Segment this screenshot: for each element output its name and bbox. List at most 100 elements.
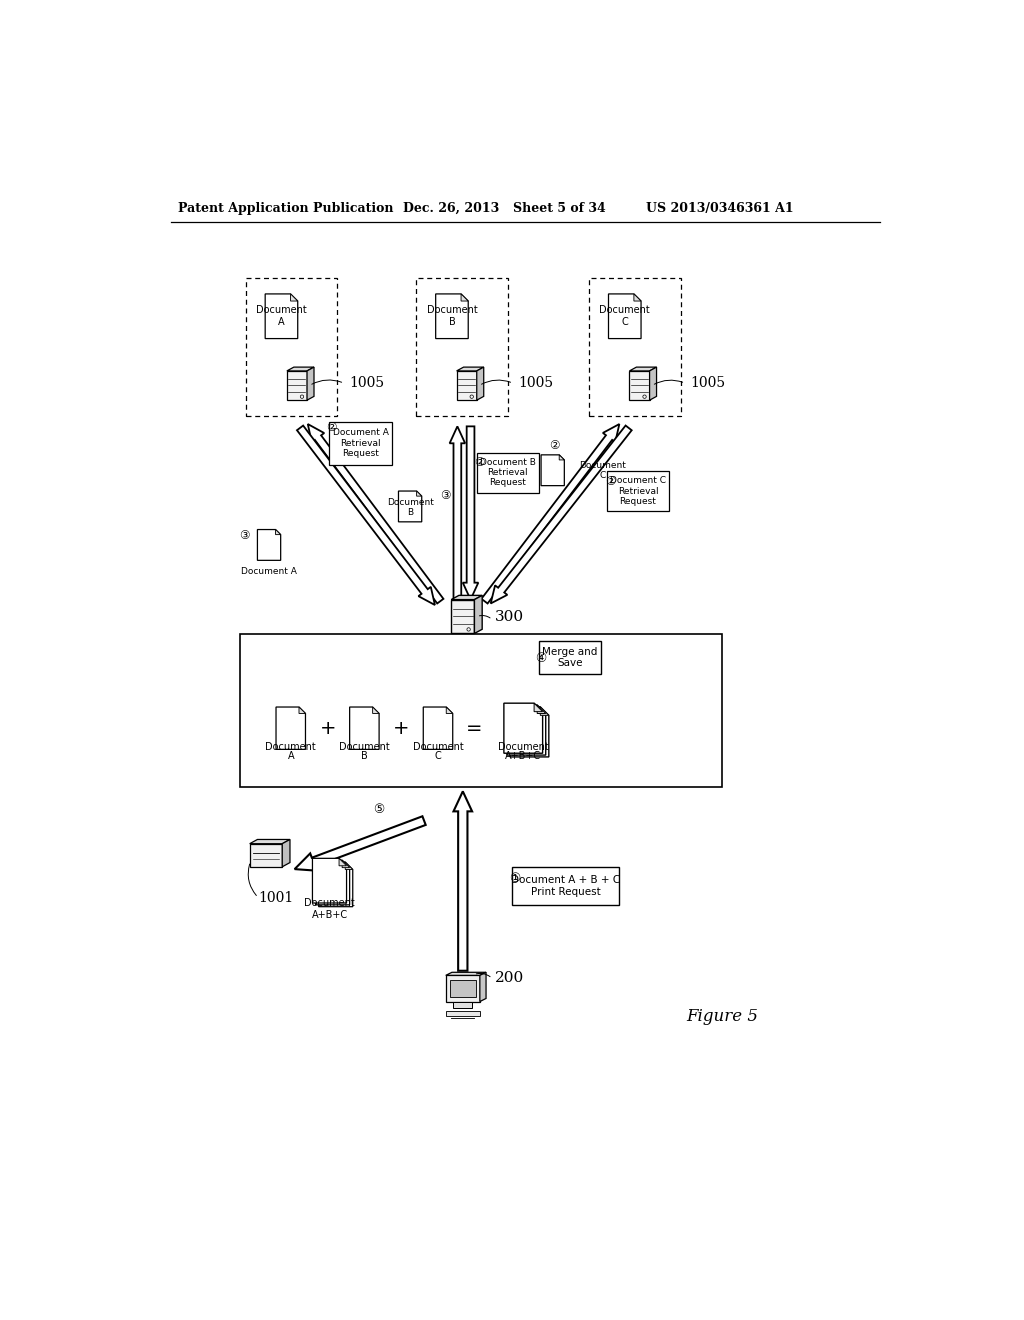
Text: ②: ② <box>327 421 337 434</box>
Text: =: = <box>466 718 482 738</box>
Polygon shape <box>452 595 482 599</box>
Text: 1005: 1005 <box>518 376 553 391</box>
Bar <box>607 471 669 511</box>
Text: 1001: 1001 <box>258 891 294 904</box>
Bar <box>630 371 649 400</box>
Polygon shape <box>507 705 546 755</box>
Text: Document
A: Document A <box>256 305 307 327</box>
Text: 200: 200 <box>496 972 524 986</box>
Bar <box>445 1011 480 1016</box>
Polygon shape <box>299 708 305 714</box>
Text: US 2013/0346361 A1: US 2013/0346361 A1 <box>646 202 794 215</box>
Text: C: C <box>434 751 441 760</box>
Polygon shape <box>291 294 298 301</box>
Text: Document C
Retrieval
Request: Document C Retrieval Request <box>610 477 666 506</box>
Polygon shape <box>504 704 543 754</box>
Text: Dec. 26, 2013: Dec. 26, 2013 <box>403 202 500 215</box>
Text: Document: Document <box>339 742 390 751</box>
Polygon shape <box>457 367 483 371</box>
Polygon shape <box>649 367 656 400</box>
Polygon shape <box>435 294 468 339</box>
Polygon shape <box>541 708 549 715</box>
Polygon shape <box>373 708 379 714</box>
Polygon shape <box>634 294 641 301</box>
Text: Document: Document <box>413 742 464 751</box>
Text: Document
C: Document C <box>579 461 626 480</box>
Text: +: + <box>393 718 410 738</box>
Bar <box>329 422 392 465</box>
Text: Document: Document <box>498 742 549 751</box>
Polygon shape <box>312 858 346 903</box>
Polygon shape <box>276 708 305 750</box>
Text: Document B
Retrieval
Request: Document B Retrieval Request <box>480 458 536 487</box>
Bar <box>450 979 476 998</box>
Bar <box>445 975 480 1002</box>
Polygon shape <box>608 294 641 339</box>
Polygon shape <box>477 367 483 400</box>
Polygon shape <box>250 840 290 843</box>
Bar <box>457 371 477 400</box>
Text: ②: ② <box>474 455 484 469</box>
Text: A: A <box>288 751 294 760</box>
Text: ②: ② <box>549 440 559 453</box>
Bar <box>241 635 722 787</box>
Text: +: + <box>319 718 336 738</box>
Text: Document
B: Document B <box>427 305 477 327</box>
Text: Document
C: Document C <box>599 305 650 327</box>
Polygon shape <box>538 705 546 714</box>
Bar <box>454 1002 472 1007</box>
Bar <box>417 277 508 416</box>
Polygon shape <box>559 455 564 459</box>
Text: Sheet 5 of 34: Sheet 5 of 34 <box>513 202 606 215</box>
Polygon shape <box>454 792 472 970</box>
Polygon shape <box>295 816 426 871</box>
Polygon shape <box>474 595 482 634</box>
Polygon shape <box>257 529 281 561</box>
Polygon shape <box>318 862 352 907</box>
Text: ①: ① <box>509 871 520 884</box>
Polygon shape <box>535 704 543 711</box>
Text: Document A: Document A <box>241 566 297 576</box>
Polygon shape <box>461 294 468 301</box>
Polygon shape <box>417 491 422 496</box>
Polygon shape <box>342 861 349 867</box>
Polygon shape <box>315 861 349 904</box>
Text: ②: ② <box>605 475 615 488</box>
Text: Merge and
Save: Merge and Save <box>542 647 597 668</box>
Polygon shape <box>287 367 314 371</box>
Bar <box>246 277 337 416</box>
Polygon shape <box>297 425 435 605</box>
Text: B: B <box>361 751 368 760</box>
Polygon shape <box>345 862 352 870</box>
Bar <box>452 599 474 634</box>
Polygon shape <box>307 367 314 400</box>
Polygon shape <box>308 424 443 603</box>
Polygon shape <box>275 529 281 535</box>
Text: ④: ④ <box>535 652 546 665</box>
Polygon shape <box>541 455 564 486</box>
Polygon shape <box>480 973 486 1002</box>
Polygon shape <box>463 426 478 599</box>
Text: 1005: 1005 <box>349 376 384 391</box>
Text: ⑤: ⑤ <box>374 803 385 816</box>
Bar <box>589 277 681 416</box>
Text: Document A
Retrieval
Request: Document A Retrieval Request <box>333 429 388 458</box>
Text: ③: ③ <box>239 529 250 543</box>
Polygon shape <box>423 708 453 750</box>
Text: 300: 300 <box>496 610 524 623</box>
Bar <box>287 371 307 400</box>
Polygon shape <box>339 858 346 866</box>
Polygon shape <box>481 424 620 603</box>
Polygon shape <box>510 708 549 756</box>
Polygon shape <box>450 426 465 599</box>
Text: Document
A+B+C: Document A+B+C <box>304 899 355 920</box>
Polygon shape <box>349 708 379 750</box>
Text: Document
B: Document B <box>387 498 433 517</box>
Polygon shape <box>265 294 298 339</box>
Polygon shape <box>490 425 632 603</box>
Bar <box>512 867 620 906</box>
Text: Document: Document <box>265 742 316 751</box>
Polygon shape <box>630 367 656 371</box>
Text: Patent Application Publication: Patent Application Publication <box>178 202 394 215</box>
Text: 1005: 1005 <box>690 376 725 391</box>
